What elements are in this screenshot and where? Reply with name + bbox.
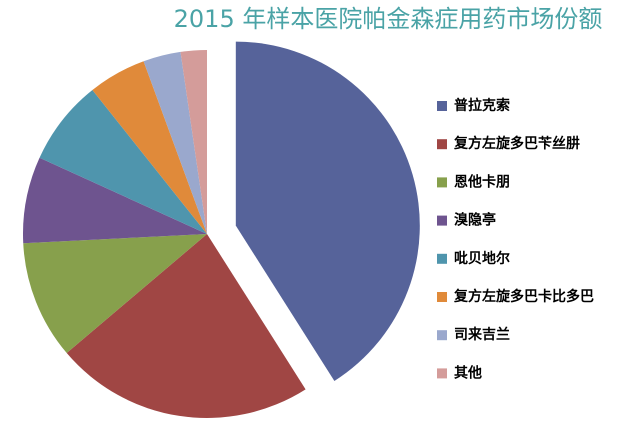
legend-swatch — [437, 368, 447, 379]
legend-swatch — [437, 101, 447, 111]
legend-label: 溴隐亭 — [454, 212, 496, 229]
legend-label: 吡贝地尔 — [454, 250, 510, 267]
pie-slice — [143, 51, 207, 234]
legend-swatch — [437, 253, 447, 264]
pie-slice — [235, 41, 420, 381]
pie-slice — [23, 234, 207, 354]
legend-swatch — [437, 330, 447, 341]
legend-swatch — [437, 139, 447, 150]
legend-label: 其他 — [454, 364, 482, 381]
legend-swatch — [437, 292, 447, 302]
pie-slice — [180, 50, 207, 234]
legend-label: 恩他卡朋 — [454, 173, 510, 190]
pie-slice — [23, 157, 208, 244]
legend-label: 复方左旋多巴苄丝肼 — [453, 135, 580, 152]
pie-slice — [66, 234, 306, 418]
legend-label: 复方左旋多巴卡比多巴 — [453, 288, 594, 305]
legend-swatch — [437, 177, 447, 188]
legend-label: 普拉克索 — [454, 97, 510, 114]
legend-swatch — [437, 215, 447, 226]
chart-title: 2015 年样本医院帕金森症用药市场份额 — [174, 5, 603, 33]
pie-slice — [39, 90, 208, 234]
legend-label: 司来吉兰 — [454, 326, 510, 343]
pie-slice — [92, 61, 207, 234]
